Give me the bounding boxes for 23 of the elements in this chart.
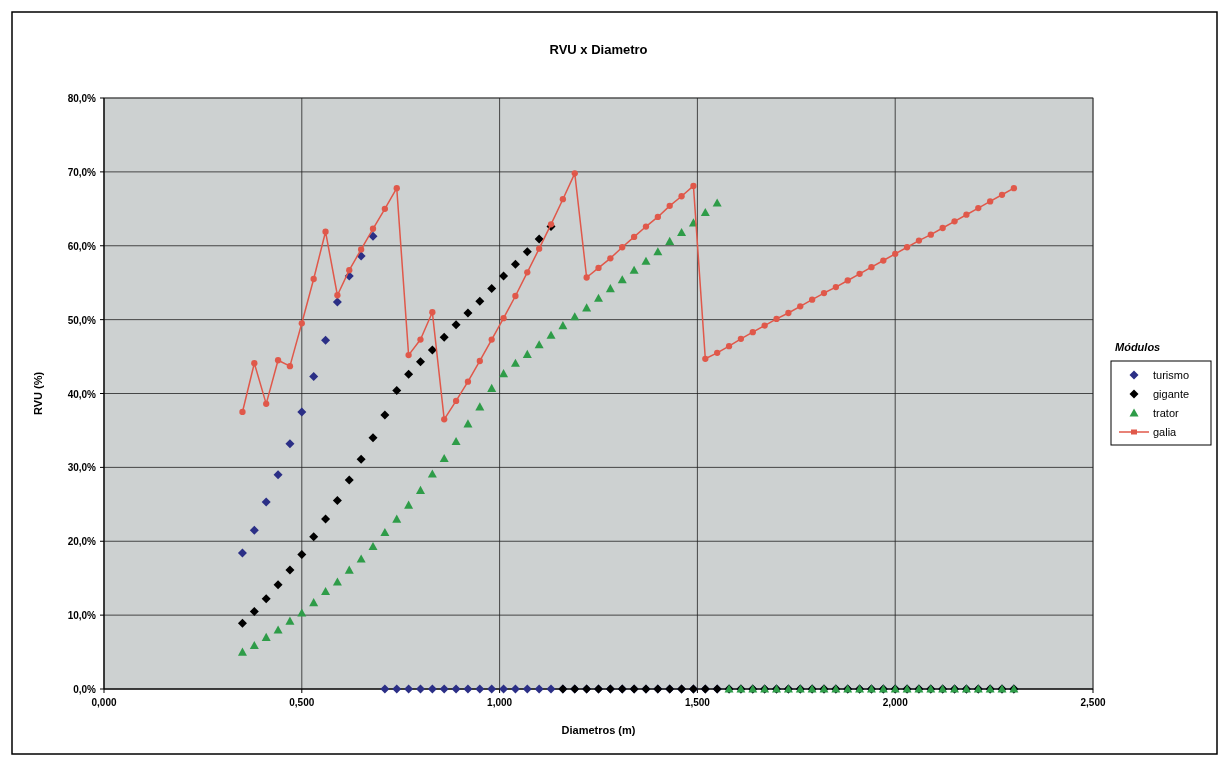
chart-title: RVU x Diametro (549, 42, 648, 57)
y-tick-label: 30,0% (67, 462, 97, 474)
legend-label: turismo (1153, 369, 1190, 381)
x-tick-label: 0,000 (91, 697, 117, 708)
y-tick-label: 0,0% (73, 684, 97, 695)
y-tick-label: 40,0% (67, 388, 97, 400)
legend-label: trator (1153, 407, 1180, 419)
x-tick-label: 2,000 (882, 697, 909, 708)
x-tick-label: 0,500 (289, 697, 315, 708)
legend-label: galia (1153, 426, 1178, 438)
x-tick-label: 2,500 (1080, 697, 1106, 708)
y-tick-label: 70,0% (67, 166, 97, 178)
y-tick-label: 50,0% (67, 314, 97, 326)
x-tick-label: 1,000 (487, 697, 513, 708)
x-tick-label: 1,500 (684, 697, 711, 708)
x-axis-title: Diametros (m) (561, 724, 636, 736)
y-tick-label: 60,0% (67, 240, 97, 252)
y-tick-label: 80,0% (67, 93, 97, 104)
y-axis-title: RVU (%) (32, 371, 44, 416)
legend-title: Módulos (1115, 341, 1161, 353)
y-tick-label: 20,0% (67, 536, 97, 548)
y-tick-label: 10,0% (67, 610, 97, 622)
legend-label: gigante (1153, 388, 1190, 400)
